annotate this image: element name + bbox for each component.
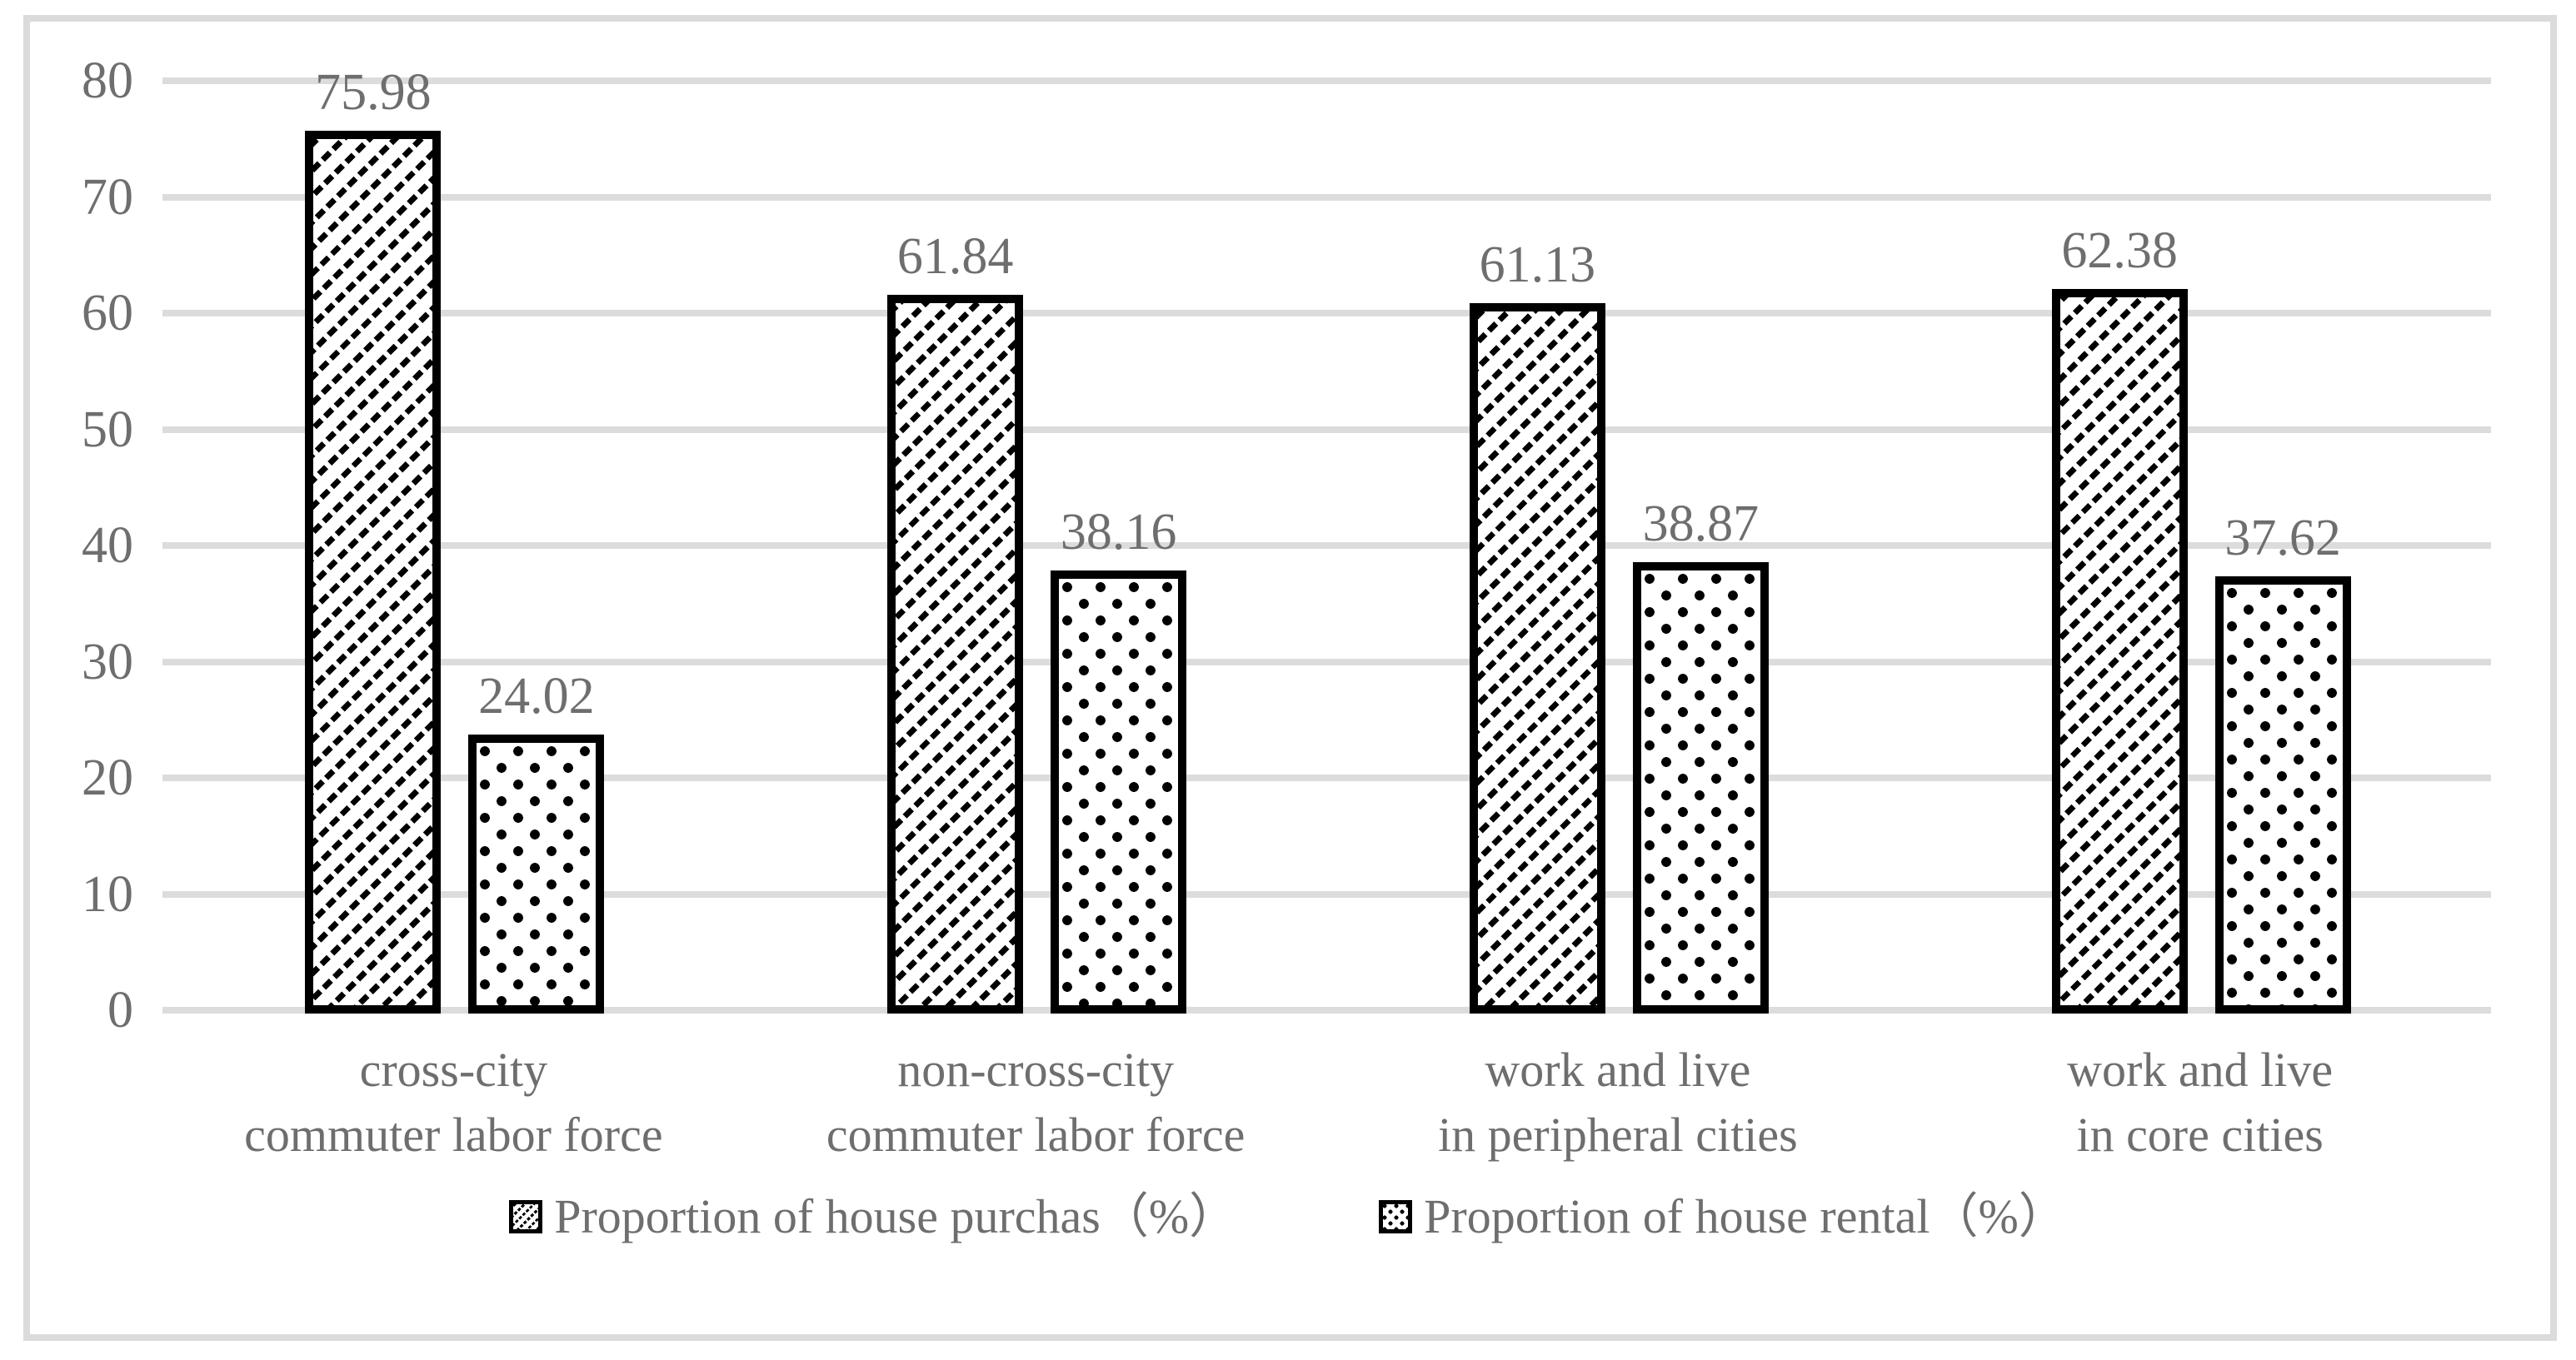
y-axis-tick-label: 80 <box>82 52 133 109</box>
legend: Proportion of house purchas（%） Proportio… <box>0 1191 2576 1243</box>
data-label: 24.02 <box>478 667 595 725</box>
category-label: work and live in peripheral cities <box>1438 1043 1798 1162</box>
data-label: 61.13 <box>1479 237 1596 294</box>
gridline <box>162 77 2491 84</box>
legend-swatch-hatch-icon <box>509 1200 543 1233</box>
legend-item-rental: Proportion of house rental（%） <box>1379 1191 2067 1243</box>
data-label: 75.98 <box>315 64 432 122</box>
gridline <box>162 658 2491 665</box>
y-axis-tick-label: 50 <box>82 401 133 458</box>
gridline <box>162 890 2491 898</box>
legend-label-rental: Proportion of house rental（%） <box>1424 1189 2067 1243</box>
y-axis-tick-label: 70 <box>82 168 133 226</box>
y-axis-tick-label: 30 <box>82 633 133 690</box>
y-axis-tick-label: 40 <box>82 517 133 574</box>
gridline <box>162 426 2491 433</box>
legend-swatch-dots-icon <box>1379 1200 1413 1233</box>
gridline <box>162 310 2491 316</box>
data-label: 37.62 <box>2224 510 2341 567</box>
y-axis-tick-label: 10 <box>82 865 133 923</box>
legend-label-purchase: Proportion of house purchas（%） <box>554 1189 1238 1243</box>
bar-purchase <box>1469 303 1605 1014</box>
y-axis-tick-label: 0 <box>107 982 133 1039</box>
data-label: 38.87 <box>1642 495 1760 552</box>
data-label: 61.84 <box>896 228 1014 286</box>
gridline <box>162 775 2491 781</box>
data-label: 62.38 <box>2061 222 2178 279</box>
category-label: cross-city commuter labor force <box>244 1043 663 1162</box>
gridline <box>162 193 2491 201</box>
y-axis-tick-label: 60 <box>82 285 133 341</box>
bar-rental <box>2214 576 2351 1014</box>
category-label: non-cross-city commuter labor force <box>826 1043 1246 1162</box>
data-label: 38.16 <box>1060 503 1177 560</box>
gridline <box>162 1007 2491 1014</box>
bar-purchase <box>2051 288 2188 1014</box>
legend-item-purchase: Proportion of house purchas（%） <box>509 1191 1237 1243</box>
bar-rental <box>1632 561 1769 1014</box>
bar-purchase <box>887 295 1024 1014</box>
bar-rental <box>468 734 605 1014</box>
bar-purchase <box>305 131 442 1014</box>
gridline <box>162 542 2491 549</box>
category-label: work and live in core cities <box>2067 1043 2334 1162</box>
bar-rental <box>1051 570 1187 1014</box>
y-axis-tick-label: 20 <box>82 750 133 806</box>
